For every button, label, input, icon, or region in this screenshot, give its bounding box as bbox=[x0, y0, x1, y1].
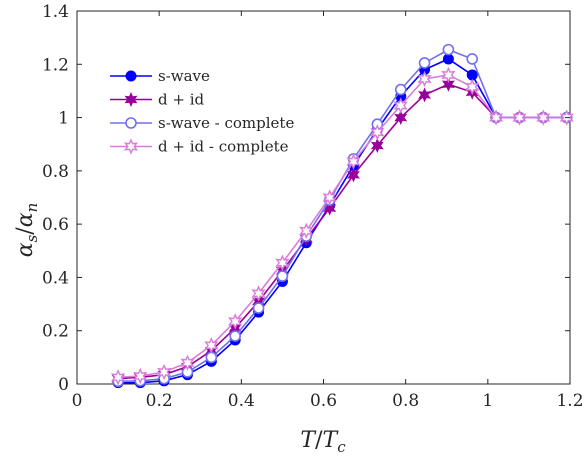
data-point bbox=[488, 109, 504, 126]
y-tick-label: 0.4 bbox=[42, 268, 69, 288]
x-tick-label: 0.8 bbox=[392, 391, 419, 411]
data-point bbox=[370, 138, 384, 154]
data-point bbox=[322, 189, 337, 206]
y-tick-label: 0.6 bbox=[42, 215, 69, 235]
data-point bbox=[394, 110, 408, 126]
plot-area bbox=[76, 10, 571, 385]
legend: s-wave d + id s-wave - complete d + id - co… bbox=[110, 67, 294, 156]
legend-label: d + id bbox=[158, 91, 205, 109]
data-point bbox=[466, 69, 478, 81]
data-point bbox=[252, 302, 265, 314]
data-point bbox=[394, 83, 407, 96]
data-point bbox=[417, 70, 432, 88]
x-axis-label: T/Tc bbox=[300, 428, 346, 456]
data-point bbox=[512, 109, 527, 126]
data-point bbox=[370, 123, 385, 141]
y-axis-label: αs/αn bbox=[13, 203, 41, 258]
data-point bbox=[442, 43, 455, 56]
axes-frame bbox=[76, 10, 571, 385]
y-tick-label: 1.2 bbox=[42, 55, 69, 75]
y-tick-label: 1 bbox=[58, 109, 69, 129]
ticks-layer: 0 0.2 0.4 0.6 0.8 1 1.2 0 0.2 0.4 0.6 0.8 1 1.2 1.4 bbox=[42, 2, 584, 411]
legend-entry: d + id - complete bbox=[110, 138, 289, 156]
x-tick-label: 0 bbox=[72, 391, 83, 411]
data-point bbox=[347, 167, 360, 183]
legend-entry: s-wave bbox=[110, 67, 210, 85]
series-layer bbox=[110, 43, 574, 389]
legend-entry: d + id bbox=[110, 91, 205, 109]
x-tick-label: 0.2 bbox=[146, 391, 173, 411]
x-tick-label: 0.6 bbox=[310, 391, 337, 411]
data-point bbox=[466, 53, 479, 65]
data-point bbox=[465, 78, 480, 96]
series-4 bbox=[110, 66, 574, 386]
data-point bbox=[441, 76, 455, 92]
data-point bbox=[156, 363, 172, 381]
data-point bbox=[418, 87, 432, 103]
data-point bbox=[180, 354, 195, 371]
y-tick-label: 0.8 bbox=[42, 162, 69, 182]
x-tick-label: 1 bbox=[482, 391, 493, 411]
data-point bbox=[441, 66, 456, 84]
legend-label: s-wave - complete bbox=[158, 114, 294, 132]
y-tick-label: 1.4 bbox=[42, 2, 69, 22]
data-point bbox=[442, 53, 454, 65]
x-tick-label: 1.2 bbox=[556, 391, 583, 411]
data-point bbox=[299, 222, 314, 240]
data-point bbox=[229, 330, 241, 342]
data-point bbox=[393, 97, 408, 114]
data-point bbox=[110, 369, 126, 386]
legend-label: d + id - complete bbox=[158, 138, 289, 156]
data-point bbox=[276, 270, 289, 282]
data-point bbox=[251, 285, 266, 302]
data-point bbox=[418, 57, 431, 69]
data-point bbox=[204, 337, 219, 354]
data-point bbox=[346, 153, 361, 170]
y-tick-label: 0 bbox=[58, 375, 69, 395]
legend-label: s-wave bbox=[158, 67, 210, 85]
data-point bbox=[275, 254, 290, 272]
legend-entry: s-wave - complete bbox=[110, 114, 294, 132]
legend-marker bbox=[124, 92, 138, 107]
legend-marker bbox=[123, 138, 139, 155]
data-point bbox=[133, 367, 148, 385]
data-point bbox=[536, 109, 551, 126]
y-tick-label: 0.2 bbox=[42, 322, 69, 342]
data-point bbox=[228, 313, 243, 330]
x-tick-label: 0.4 bbox=[228, 391, 255, 411]
legend-marker bbox=[125, 70, 137, 82]
data-point bbox=[205, 351, 218, 364]
legend-marker bbox=[125, 117, 137, 129]
